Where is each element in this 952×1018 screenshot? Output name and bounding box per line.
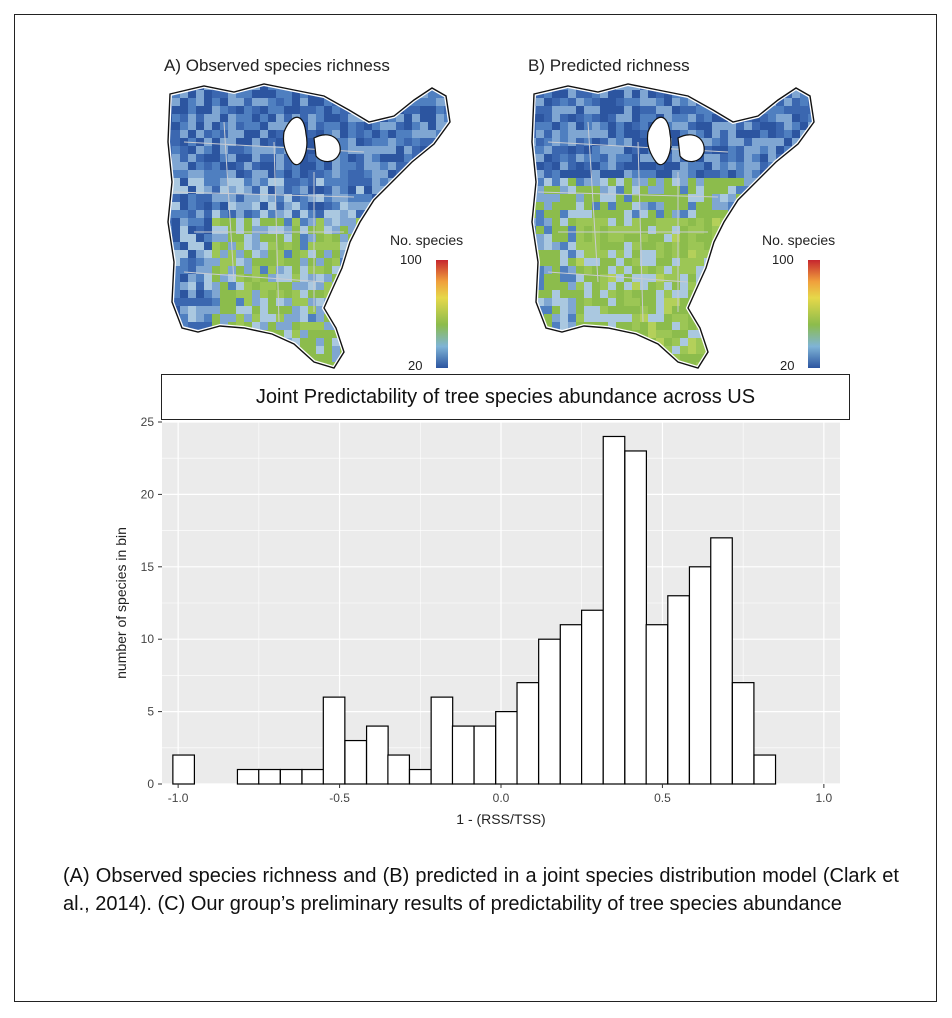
histogram-bar xyxy=(495,711,518,785)
histogram-bar xyxy=(279,768,303,785)
y-tick-label: 15 xyxy=(141,560,155,574)
histogram-bar xyxy=(473,725,497,785)
x-axis-label: 1 - (RSS/TSS) xyxy=(456,811,545,827)
legend-colorbar-predicted xyxy=(808,260,820,368)
histogram-bar xyxy=(753,754,777,785)
histogram-bar xyxy=(430,696,454,785)
histogram-bar xyxy=(365,725,389,785)
y-tick-label: 20 xyxy=(141,487,155,501)
histogram-bar xyxy=(301,768,325,785)
legend-max-predicted: 100 xyxy=(772,252,794,267)
histogram-bar xyxy=(258,768,281,785)
y-tick-label: 5 xyxy=(147,705,154,719)
histogram-bar xyxy=(322,696,346,785)
legend-title-predicted: No. species xyxy=(762,232,836,248)
map-predicted-richness xyxy=(529,82,817,371)
x-tick-label: -1.0 xyxy=(168,791,189,805)
histogram-bar xyxy=(236,768,260,785)
map-title-predicted: B) Predicted richness xyxy=(528,56,690,75)
x-axis-ticks: -1.0 -0.5 0.0 0.5 1.0 xyxy=(168,784,833,805)
y-tick-label: 25 xyxy=(141,415,155,429)
histogram-bar xyxy=(667,595,690,785)
x-tick-label: 1.0 xyxy=(816,791,833,805)
chart-title: Joint Predictability of tree species abu… xyxy=(161,374,850,420)
map-panel-predicted: B) Predicted richness No. species 100 20 xyxy=(528,56,858,376)
legend-min-observed: 20 xyxy=(408,358,423,373)
y-tick-label: 0 xyxy=(147,777,154,791)
histogram-bar xyxy=(624,450,647,785)
histogram-bar xyxy=(344,739,368,785)
histogram-bars xyxy=(172,435,777,785)
legend-max-observed: 100 xyxy=(400,252,422,267)
histogram-bar xyxy=(731,682,755,785)
y-tick-label: 10 xyxy=(141,632,155,646)
y-axis-label: number of species in bin xyxy=(113,527,129,679)
histogram-bar xyxy=(559,624,583,785)
histogram-bar xyxy=(408,768,432,785)
histogram-bar xyxy=(688,566,712,785)
x-tick-label: 0.5 xyxy=(654,791,671,805)
map-panel-observed: A) Observed species richness No. species… xyxy=(164,56,494,376)
histogram-bar xyxy=(451,725,475,785)
legend-colorbar-observed xyxy=(436,260,448,368)
histogram-bar xyxy=(710,537,733,785)
histogram-bar xyxy=(581,609,604,785)
histogram-bar xyxy=(602,435,626,785)
x-tick-label: -0.5 xyxy=(329,791,350,805)
histogram-bar xyxy=(387,754,411,785)
legend-title-observed: No. species xyxy=(390,232,464,248)
y-axis-ticks: 0 5 10 15 20 25 xyxy=(141,415,162,791)
histogram-bar xyxy=(516,682,540,785)
legend-min-predicted: 20 xyxy=(780,358,795,373)
x-tick-label: 0.0 xyxy=(493,791,510,805)
histogram-bar xyxy=(645,624,669,785)
figure-caption: (A) Observed species richness and (B) pr… xyxy=(63,865,899,915)
histogram-bar xyxy=(172,754,195,785)
histogram-bar xyxy=(538,638,561,785)
histogram-chart: 0 5 10 15 20 25 -1.0 -0.5 0.0 0.5 1.0 1 - (RSS/TS… xyxy=(113,415,840,827)
map-title-observed: A) Observed species richness xyxy=(164,56,390,75)
